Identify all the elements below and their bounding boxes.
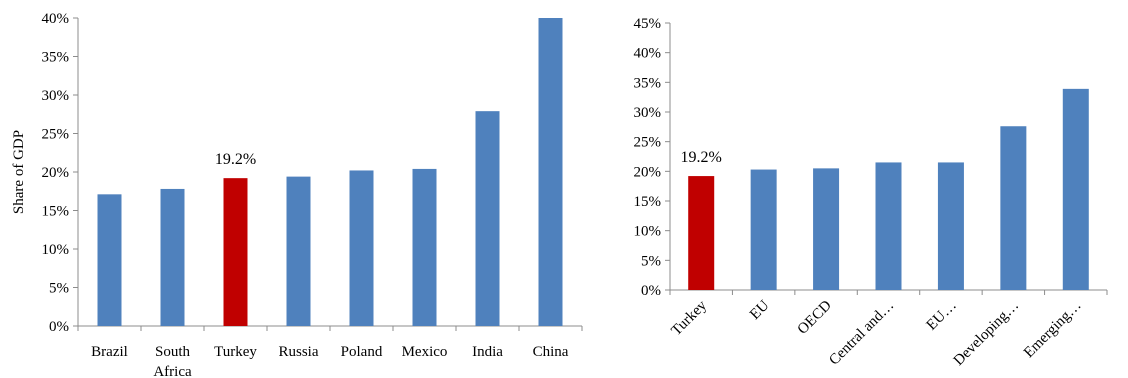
right-bar <box>688 176 715 290</box>
left-y-tick-label: 30% <box>42 88 70 104</box>
left-bar <box>286 176 311 326</box>
left-y-axis-title: Share of GDP <box>11 130 27 214</box>
left-category-label-line: Africa <box>153 364 192 378</box>
right-category-label: EU… <box>924 298 960 334</box>
chart-right: 0% 5% 10% 15% 20% 25% 30% 35% 40% 45% Turkey EU OECD… <box>634 16 1108 369</box>
left-y-tick-label: 35% <box>42 50 70 66</box>
left-category-label-line: India <box>472 344 503 360</box>
left-bar <box>223 178 248 326</box>
left-bar <box>475 111 500 326</box>
right-y-tick-label: 30% <box>634 105 662 121</box>
right-y-tick-label: 10% <box>634 224 662 240</box>
right-y-tick-label: 40% <box>634 46 662 62</box>
left-bar <box>538 18 563 326</box>
left-category-label-line: Poland <box>341 344 383 360</box>
right-bar <box>875 162 902 290</box>
right-y-tick-label: 5% <box>641 253 661 269</box>
right-bar <box>750 169 777 290</box>
left-category-label: Turkey <box>214 344 257 360</box>
left-category-label: Russia <box>278 344 318 360</box>
right-y-tick-label: 20% <box>634 164 662 180</box>
right-bar <box>1000 126 1027 291</box>
left-y-tick-label: 15% <box>42 204 70 220</box>
left-category-label-line: Mexico <box>402 344 448 360</box>
left-category-label-line: Russia <box>278 344 318 360</box>
left-y-tick-label: 20% <box>42 165 70 181</box>
left-category-label: India <box>472 344 503 360</box>
left-category-label: Brazil <box>91 344 128 360</box>
right-category-label: Developing… <box>951 298 1022 369</box>
right-bar <box>937 162 964 290</box>
right-category-label: Emerging… <box>1021 298 1085 362</box>
right-y-tick-label: 25% <box>634 135 662 151</box>
left-category-label-line: Brazil <box>91 344 128 360</box>
left-category-label: Mexico <box>402 344 448 360</box>
left-bar <box>412 168 437 326</box>
left-category-label: South Africa <box>153 344 192 378</box>
left-y-tick-label: 25% <box>42 127 70 143</box>
right-bar <box>813 168 840 290</box>
right-y-tick-label: 15% <box>634 194 662 210</box>
right-category-label: EU <box>747 297 773 323</box>
left-category-label-line: Turkey <box>214 344 257 360</box>
left-data-label: 19.2% <box>215 151 256 168</box>
right-y-tick-label: 35% <box>634 75 662 91</box>
left-category-label-line: China <box>533 344 569 360</box>
left-category-label: Poland <box>341 344 383 360</box>
left-y-tick-label: 10% <box>42 242 70 258</box>
left-y-tick-label: 40% <box>42 11 70 27</box>
right-category-label: Central and… <box>826 298 897 369</box>
left-y-tick-label: 5% <box>49 281 69 297</box>
left-category-label-line: South <box>155 344 191 360</box>
right-y-tick-label: 45% <box>634 16 662 32</box>
right-data-label: 19.2% <box>681 149 722 166</box>
right-category-label: OECD <box>795 297 835 337</box>
right-y-tick-label: 0% <box>641 283 661 299</box>
right-bar <box>1062 88 1089 290</box>
left-bar <box>97 194 122 326</box>
left-category-label: China <box>533 344 569 360</box>
left-bar <box>160 188 185 326</box>
left-y-tick-label: 0% <box>49 319 69 335</box>
left-bar <box>349 170 374 326</box>
right-category-label: Turkey <box>668 297 710 339</box>
chart-left: 0% 5% 10% 15% 20% 25% 30% 35% 40% Brazil South Afri… <box>11 11 583 378</box>
